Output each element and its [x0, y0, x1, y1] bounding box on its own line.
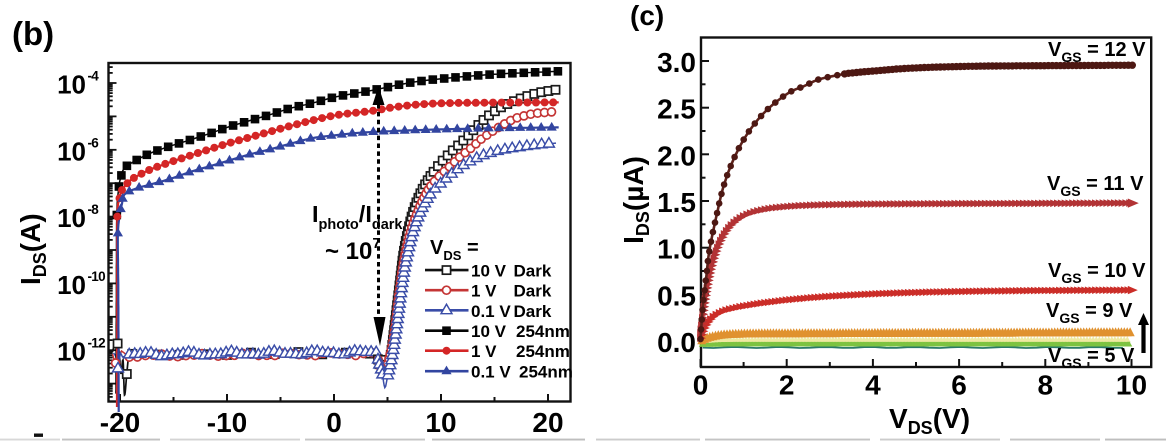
svg-text:1.0: 1.0 [657, 234, 696, 265]
svg-text:-8: -8 [88, 202, 100, 217]
svg-text:3.0: 3.0 [657, 47, 696, 78]
svg-text:10 V: 10 V [471, 262, 507, 281]
svg-text:2: 2 [779, 370, 795, 401]
svg-text:0.1 V: 0.1 V [471, 363, 511, 382]
svg-text:Dark: Dark [514, 282, 552, 301]
svg-text:10: 10 [57, 70, 86, 100]
svg-text:-6: -6 [88, 135, 100, 150]
svg-text:VDS =: VDS = [430, 237, 479, 263]
svg-text:10: 10 [57, 203, 86, 233]
svg-text:1.5: 1.5 [657, 187, 696, 218]
svg-text:0: 0 [326, 407, 342, 438]
svg-text:254nm: 254nm [519, 363, 573, 382]
svg-text:0: 0 [693, 370, 709, 401]
svg-text:-20: -20 [100, 407, 140, 438]
svg-text:8: 8 [1038, 370, 1054, 401]
svg-text:0.0: 0.0 [657, 327, 696, 358]
svg-text:254nm: 254nm [516, 342, 570, 361]
svg-text:10: 10 [425, 407, 456, 438]
svg-text:10: 10 [1116, 370, 1147, 401]
svg-text:6: 6 [951, 370, 967, 401]
svg-text:-10: -10 [207, 407, 247, 438]
svg-text:4: 4 [865, 370, 881, 401]
svg-text:2.0: 2.0 [657, 140, 696, 171]
svg-text:1 V: 1 V [471, 342, 497, 361]
svg-text:0.1 V: 0.1 V [471, 302, 511, 321]
svg-text:VGS = 11 V: VGS = 11 V [1047, 173, 1144, 199]
svg-text:10: 10 [57, 136, 86, 166]
svg-text:~ 107: ~ 107 [325, 235, 381, 265]
svg-text:2.5: 2.5 [657, 94, 696, 125]
svg-text:VDS(V): VDS(V) [889, 403, 970, 438]
svg-text:-10: -10 [88, 269, 106, 284]
svg-text:-12: -12 [88, 336, 106, 351]
svg-text:0.5: 0.5 [657, 280, 696, 311]
svg-text:-4: -4 [88, 69, 100, 84]
svg-text:VGS = 9 V: VGS = 9 V [1046, 300, 1133, 326]
svg-text:1 V: 1 V [471, 282, 497, 301]
svg-text:10 V: 10 V [471, 322, 507, 341]
svg-text:Dark: Dark [514, 262, 552, 281]
svg-text:254nm: 254nm [516, 322, 570, 341]
svg-text:10: 10 [57, 337, 86, 367]
svg-text:Dark: Dark [514, 302, 552, 321]
svg-text:(b): (b) [12, 15, 54, 52]
svg-text:10: 10 [57, 270, 86, 300]
svg-text:20: 20 [532, 407, 563, 438]
svg-text:(c): (c) [630, 0, 664, 31]
